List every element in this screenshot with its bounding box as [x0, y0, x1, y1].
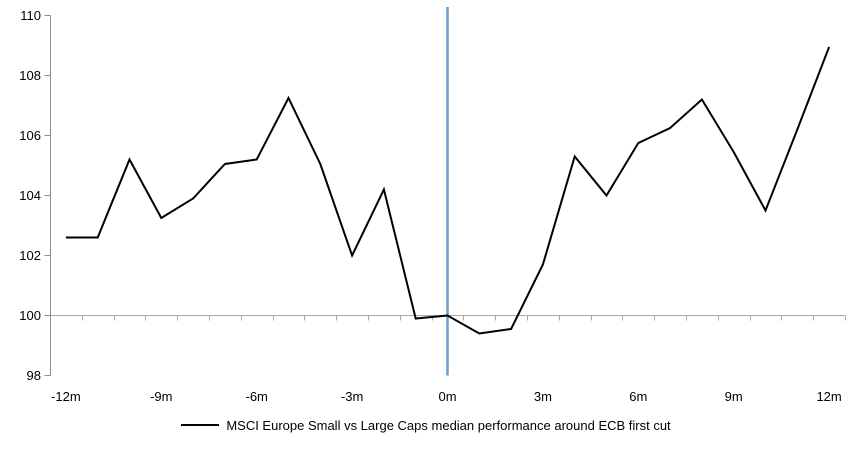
- legend-line-swatch: [181, 423, 220, 426]
- x-axis-tick-label: -9m: [150, 389, 172, 404]
- legend-label: MSCI Europe Small vs Large Caps median p…: [226, 418, 671, 434]
- y-axis-tick-label: 106: [19, 128, 41, 143]
- y-axis-tick-label: 102: [19, 248, 41, 263]
- y-axis-tick-label: 104: [19, 188, 41, 203]
- x-axis-tick-label: 0m: [438, 389, 456, 404]
- x-axis-tick-label: 12m: [816, 389, 841, 404]
- x-axis-tick-label: -12m: [51, 389, 81, 404]
- x-axis-tick-label: 6m: [629, 389, 647, 404]
- y-axis-tick-label: 108: [19, 68, 41, 83]
- legend: MSCI Europe Small vs Large Caps median p…: [0, 417, 852, 433]
- x-axis-tick-label: 9m: [725, 389, 743, 404]
- x-axis-tick-label: -3m: [341, 389, 363, 404]
- series-line: [65, 46, 831, 335]
- y-axis-tick-label: 110: [20, 8, 41, 23]
- y-axis-tick-label: 98: [27, 368, 41, 383]
- x-axis-tick-label: 3m: [534, 389, 552, 404]
- x-axis-tick-label: -6m: [246, 389, 268, 404]
- y-axis-tick-label: 100: [19, 308, 41, 323]
